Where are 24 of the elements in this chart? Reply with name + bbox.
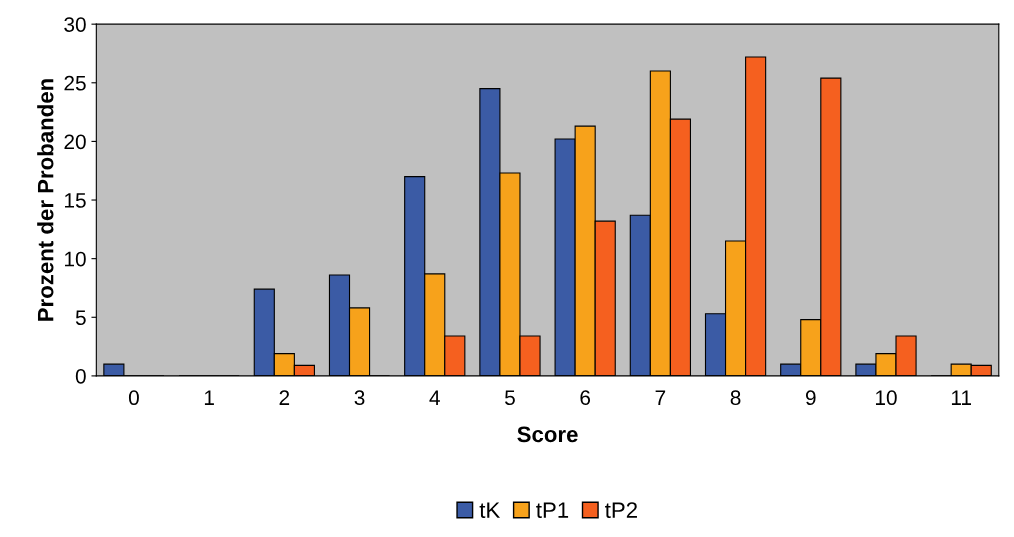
x-axis-title: Score bbox=[517, 426, 578, 443]
x-tick-label: 9 bbox=[805, 390, 816, 406]
y-tick-label: 30 bbox=[64, 17, 86, 32]
x-tick-label: 7 bbox=[655, 390, 666, 405]
y-tick-label: 5 bbox=[75, 310, 86, 326]
x-tick-label: 3 bbox=[354, 390, 365, 406]
y-tick-label: 20 bbox=[64, 134, 86, 150]
x-tick-label: 4 bbox=[429, 390, 440, 405]
x-tick-label: 0 bbox=[128, 390, 139, 406]
legend-label: tK bbox=[479, 502, 501, 518]
y-axis-title: Prozent der Probanden bbox=[37, 79, 54, 321]
y-tick-label: 15 bbox=[65, 193, 86, 208]
x-tick-label: 1 bbox=[204, 390, 214, 405]
legend-label: tP2 bbox=[605, 502, 637, 518]
y-tick-label: 25 bbox=[64, 75, 86, 91]
legend-label: tP1 bbox=[536, 502, 569, 518]
x-tick-label: 2 bbox=[279, 390, 290, 405]
x-tick-label: 8 bbox=[730, 390, 741, 406]
x-tick-label: 10 bbox=[875, 390, 897, 406]
y-tick-label: 10 bbox=[65, 251, 86, 267]
x-tick-label: 11 bbox=[951, 390, 971, 405]
x-tick-label: 5 bbox=[505, 390, 515, 406]
x-tick-label: 6 bbox=[580, 390, 591, 406]
y-tick-label: 0 bbox=[75, 368, 86, 384]
